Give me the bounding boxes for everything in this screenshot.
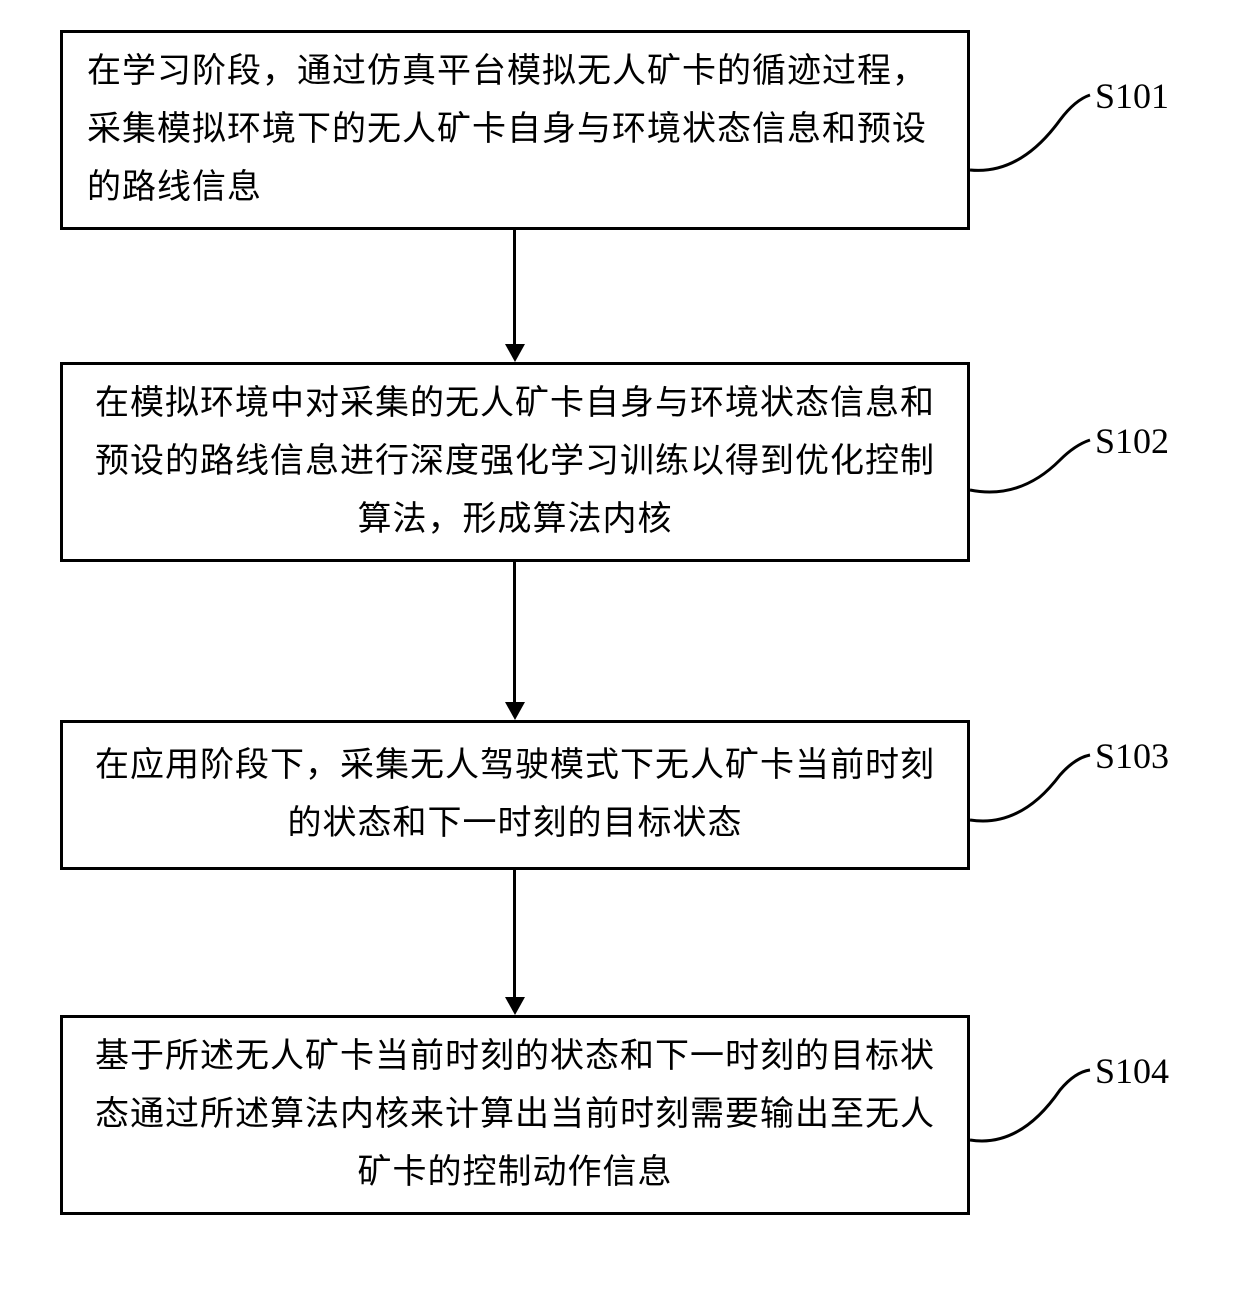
step-text-s101: 在学习阶段，通过仿真平台模拟无人矿卡的循迹过程，采集模拟环境下的无人矿卡自身与环…	[87, 43, 943, 216]
flowchart-container: 在学习阶段，通过仿真平台模拟无人矿卡的循迹过程，采集模拟环境下的无人矿卡自身与环…	[0, 0, 1240, 1303]
arrow-line-3	[513, 870, 516, 997]
step-box-s103: 在应用阶段下，采集无人驾驶模式下无人矿卡当前时刻的状态和下一时刻的目标状态	[60, 720, 970, 870]
step-label-s104: S104	[1095, 1050, 1169, 1092]
arrow-head-1	[505, 344, 525, 362]
step-text-s104: 基于所述无人矿卡当前时刻的状态和下一时刻的目标状态通过所述算法内核来计算出当前时…	[87, 1028, 943, 1201]
step-text-s102: 在模拟环境中对采集的无人矿卡自身与环境状态信息和预设的路线信息进行深度强化学习训…	[87, 375, 943, 548]
arrow-line-2	[513, 562, 516, 702]
step-label-s101: S101	[1095, 75, 1169, 117]
step-box-s104: 基于所述无人矿卡当前时刻的状态和下一时刻的目标状态通过所述算法内核来计算出当前时…	[60, 1015, 970, 1215]
arrow-line-1	[513, 230, 516, 344]
step-box-s101: 在学习阶段，通过仿真平台模拟无人矿卡的循迹过程，采集模拟环境下的无人矿卡自身与环…	[60, 30, 970, 230]
arrow-head-2	[505, 702, 525, 720]
step-text-s103: 在应用阶段下，采集无人驾驶模式下无人矿卡当前时刻的状态和下一时刻的目标状态	[87, 737, 943, 853]
step-label-s102: S102	[1095, 420, 1169, 462]
arrow-head-3	[505, 997, 525, 1015]
step-label-s103: S103	[1095, 735, 1169, 777]
step-box-s102: 在模拟环境中对采集的无人矿卡自身与环境状态信息和预设的路线信息进行深度强化学习训…	[60, 362, 970, 562]
